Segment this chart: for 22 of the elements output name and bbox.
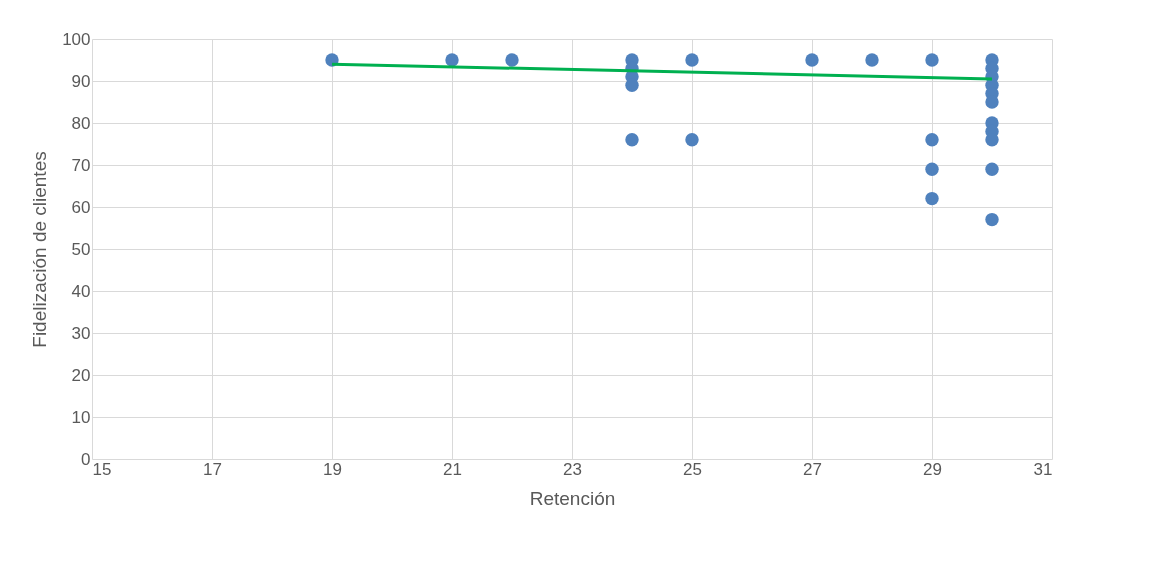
x-tick-label: 27 — [803, 459, 822, 479]
x-tick-label: 21 — [443, 459, 462, 479]
x-tick-label: 31 — [1033, 459, 1053, 479]
x-tick-label: 29 — [923, 459, 942, 479]
x-tick-label: 23 — [563, 459, 582, 479]
y-axis-title: Fidelización de clientes — [29, 151, 51, 348]
x-tick-label: 25 — [683, 459, 702, 479]
y-tick-label: 0 — [81, 449, 91, 469]
y-tick-label: 60 — [71, 197, 91, 217]
y-tick-label: 40 — [71, 281, 91, 301]
y-tick-label: 30 — [71, 323, 91, 343]
y-tick-label: 90 — [71, 71, 91, 91]
x-tick-label: 15 — [92, 459, 112, 479]
x-axis-title: Retención — [529, 487, 616, 509]
y-tick-label: 100 — [62, 29, 91, 49]
y-tick-label: 50 — [71, 239, 91, 259]
y-tick-label: 80 — [71, 113, 91, 133]
y-tick-label: 10 — [71, 407, 91, 427]
x-tick-label: 17 — [203, 459, 222, 479]
x-tick-label: 19 — [323, 459, 342, 479]
y-tick-label: 20 — [71, 365, 91, 385]
y-tick-label: 70 — [71, 155, 91, 175]
